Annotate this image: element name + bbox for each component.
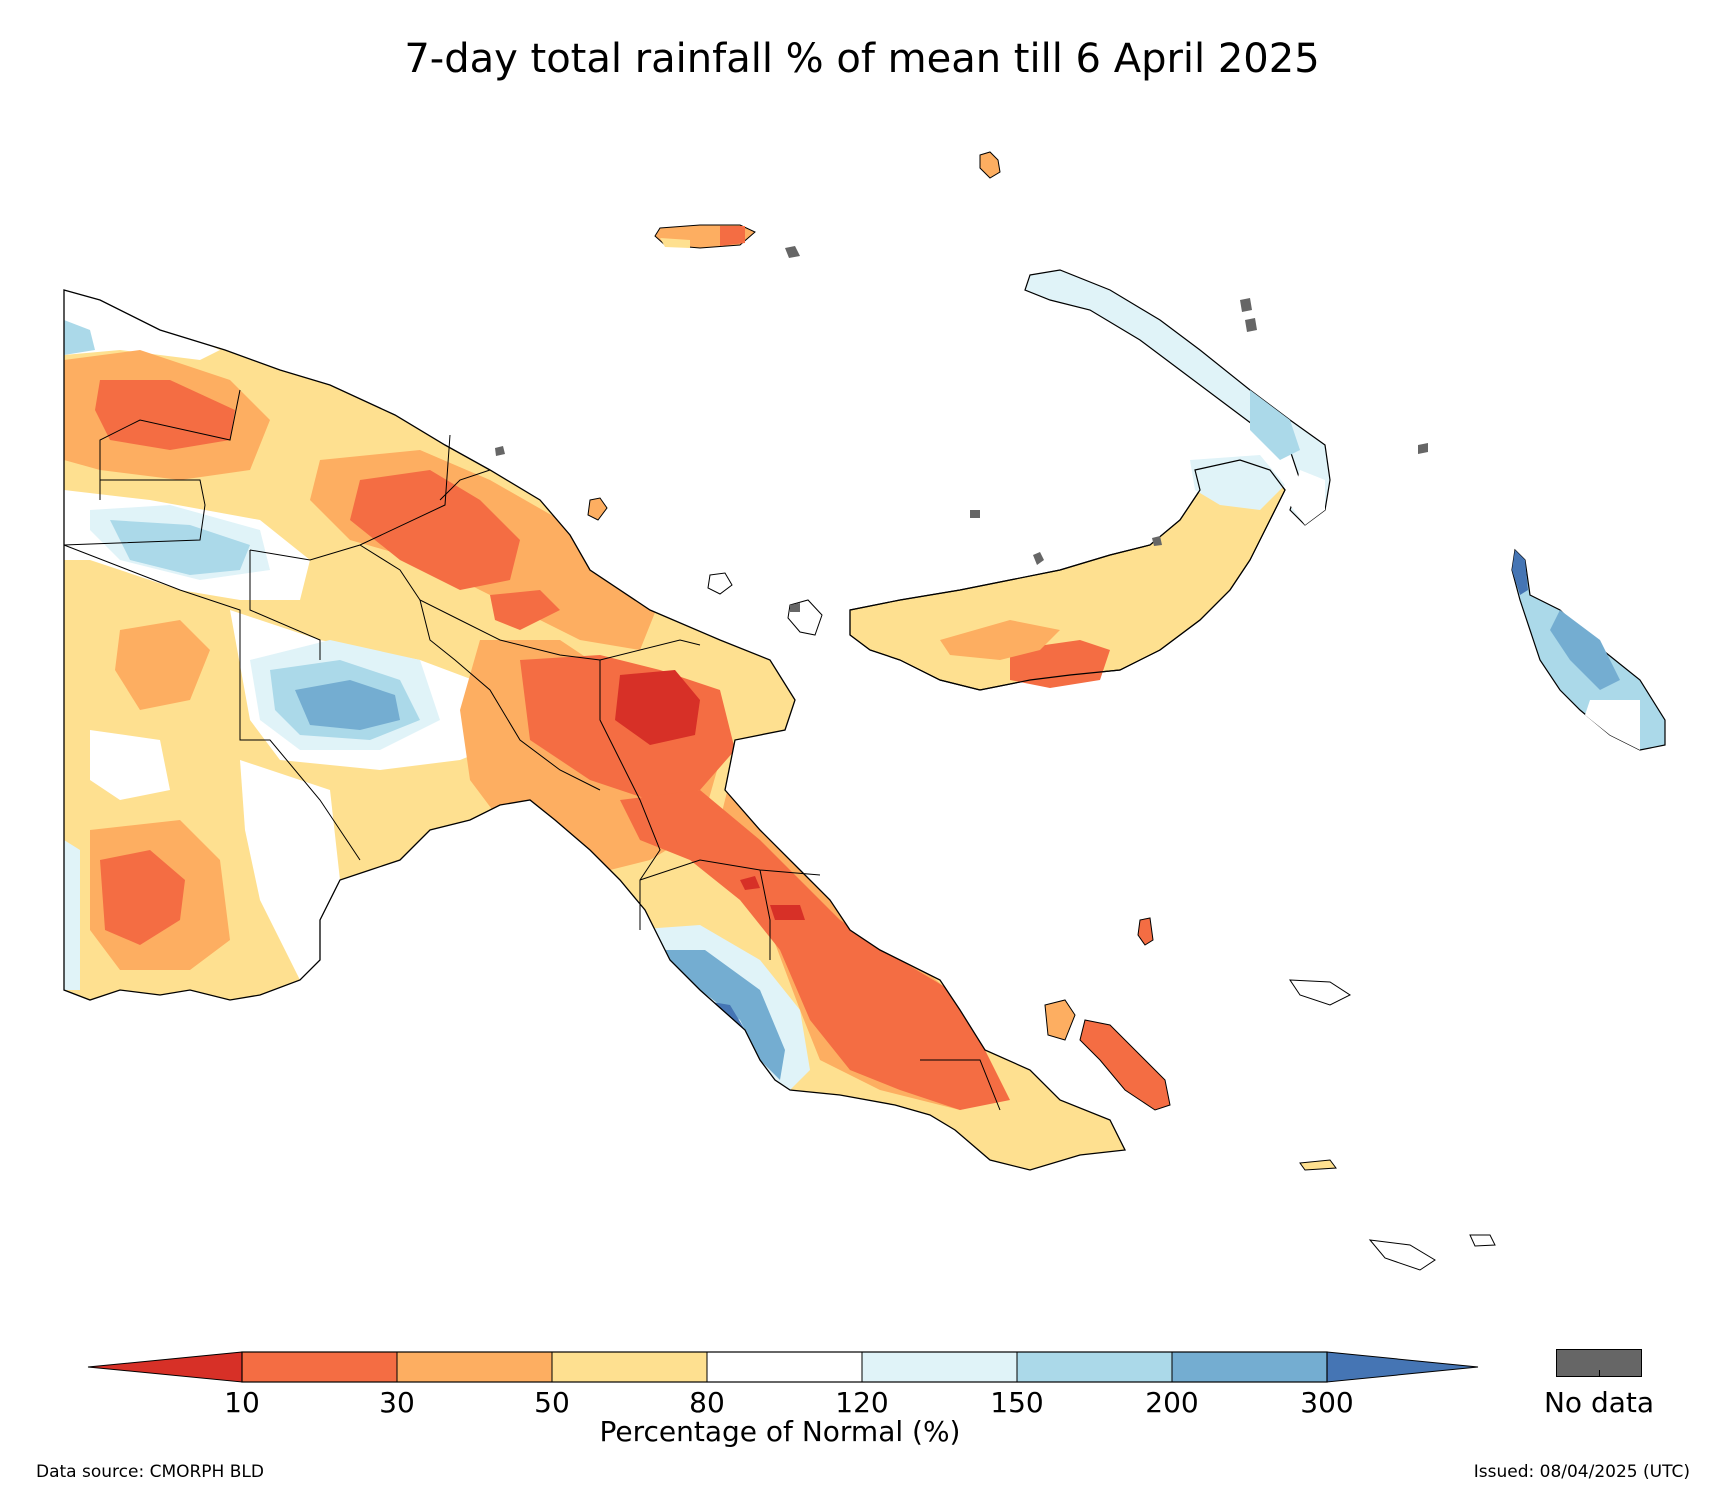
colorbar-class-30-50 [397,1352,552,1382]
issued-date: Issued: 08/04/2025 (UTC) [1473,1462,1690,1482]
colorbar-class-120-150 [862,1352,1017,1382]
new-ireland-island [1024,269,1331,526]
colorbar-tick-label: 50 [534,1386,570,1419]
province-boundaries [63,389,1001,1111]
colorbar-tick-label: 30 [379,1386,415,1419]
colorbar [87,1351,1479,1383]
colorbar-class-10-30 [242,1352,397,1382]
no-data-swatch [1556,1349,1642,1377]
manus-island [654,224,756,249]
colorbar-tick-label: 120 [835,1386,889,1419]
colorbar-title: Percentage of Normal (%) [599,1415,961,1448]
mainland-new-guinea [63,289,1126,1171]
colorbar-over [1326,1351,1479,1383]
colorbar-class-80-120 [707,1352,862,1382]
small-islands [495,151,1496,1271]
colorbar-tick-label: 150 [990,1386,1044,1419]
colorbar-class-150-200 [1017,1352,1172,1382]
colorbar-tick-label: 10 [224,1386,260,1419]
colorbar-tick-label: 80 [689,1386,725,1419]
data-source: Data source: CMORPH BLD [36,1462,264,1482]
colorbar-class-200-300 [1172,1352,1327,1382]
bougainville-island [1511,548,1666,751]
colorbar-tick-label: 300 [1300,1386,1354,1419]
colorbar-class-50-80 [552,1352,707,1382]
colorbar-tick-label: 200 [1145,1386,1199,1419]
no-data-label: No data [1543,1386,1655,1419]
map-title: 7-day total rainfall % of mean till 6 Ap… [404,36,1320,82]
new-britain-island [849,455,1286,691]
colorbar-under [87,1351,243,1383]
